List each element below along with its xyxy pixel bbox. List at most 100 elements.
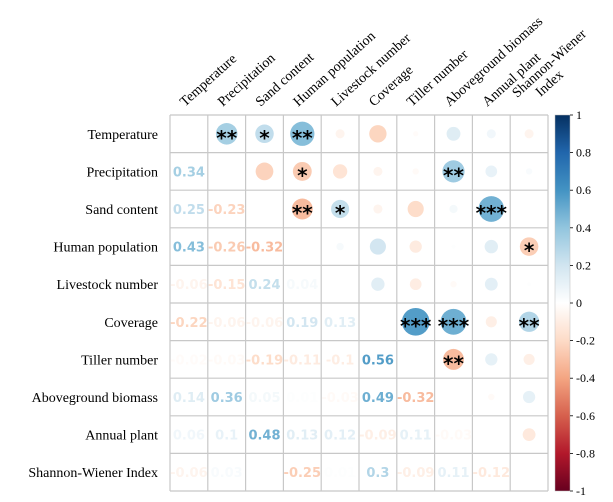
row-label: Coverage bbox=[104, 316, 158, 331]
row-label: Tiller number bbox=[81, 353, 158, 368]
correlation-value: 0.1 bbox=[215, 429, 238, 444]
correlation-circle bbox=[451, 244, 456, 249]
correlation-value: 0.01 bbox=[324, 466, 356, 481]
colorbar bbox=[554, 114, 571, 492]
correlation-circle bbox=[485, 316, 497, 328]
colorbar-tick-label: 0.6 bbox=[576, 183, 591, 197]
correlation-circle bbox=[524, 129, 534, 139]
correlation-circle bbox=[255, 162, 274, 181]
colorbar-tick-label: -0.2 bbox=[576, 334, 595, 348]
row-label: Annual plant bbox=[85, 429, 158, 444]
correlation-circle bbox=[335, 129, 345, 139]
correlation-circle bbox=[519, 237, 539, 256]
colorbar-tick-label: -0.8 bbox=[576, 446, 595, 460]
correlation-value: -0.19 bbox=[246, 353, 283, 368]
colorbar-tick-label: 0.2 bbox=[576, 258, 591, 272]
correlation-circle bbox=[443, 348, 464, 370]
correlation-circle bbox=[369, 238, 386, 255]
correlation-circle bbox=[527, 282, 531, 287]
correlation-circle bbox=[486, 129, 496, 139]
row-label: Livestock number bbox=[57, 278, 159, 293]
correlation-value: -0.06 bbox=[170, 278, 207, 293]
correlation-value: -0.06 bbox=[208, 316, 245, 331]
correlation-value: -0.03 bbox=[321, 391, 358, 406]
correlation-circle bbox=[518, 311, 540, 332]
correlation-circle bbox=[485, 165, 498, 178]
correlation-value: -0.22 bbox=[170, 316, 207, 331]
correlation-value: -0.15 bbox=[208, 278, 245, 293]
correlation-circle bbox=[409, 278, 422, 291]
correlation-circle bbox=[371, 277, 385, 291]
correlation-value: 0.36 bbox=[211, 391, 243, 406]
correlation-value: 0.04 bbox=[286, 278, 318, 293]
colorbar-tick-label: 0.4 bbox=[576, 221, 591, 235]
significance-stars: ** bbox=[292, 126, 313, 150]
row-label: Human population bbox=[53, 241, 158, 256]
row-label: Aboveground biomass bbox=[32, 391, 158, 406]
correlation-value: 0.24 bbox=[248, 278, 280, 293]
correlation-value: -0.25 bbox=[284, 466, 321, 481]
significance-stars: * bbox=[335, 201, 346, 225]
correlation-value: 0.12 bbox=[324, 429, 356, 444]
significance-stars: ** bbox=[443, 351, 464, 375]
correlation-value: -0.12 bbox=[473, 466, 510, 481]
row-label: Temperature bbox=[87, 128, 158, 143]
significance-stars: ** bbox=[443, 163, 464, 187]
correlation-circle bbox=[522, 428, 536, 442]
correlation-value: -0.03 bbox=[435, 429, 472, 444]
colorbar-tick-label: 0 bbox=[576, 296, 582, 310]
correlation-circle bbox=[331, 199, 350, 219]
significance-stars: ** bbox=[292, 201, 313, 225]
correlation-circle bbox=[255, 124, 274, 144]
correlation-circle bbox=[485, 353, 498, 366]
correlation-value: 0.11 bbox=[400, 429, 432, 444]
correlation-circle bbox=[488, 393, 495, 401]
correlation-value: -0.11 bbox=[284, 353, 321, 368]
correlation-value: -0.02 bbox=[170, 353, 207, 368]
correlation-circle bbox=[484, 277, 498, 291]
correlation-value: 0.01 bbox=[286, 391, 318, 406]
correlation-circle bbox=[407, 200, 424, 218]
correlation-value: -0.06 bbox=[170, 466, 207, 481]
correlation-value: -0.09 bbox=[397, 466, 434, 481]
correlation-value: 0.03 bbox=[211, 466, 243, 481]
correlation-circle bbox=[440, 308, 467, 335]
correlation-value: 0.43 bbox=[173, 241, 205, 256]
correlation-circle bbox=[478, 196, 505, 222]
correlation-circle bbox=[409, 240, 422, 253]
significance-stars: *** bbox=[438, 314, 470, 338]
correlation-value: -0.1 bbox=[326, 353, 354, 368]
correlation-value: -0.32 bbox=[246, 241, 283, 256]
correlation-circle bbox=[484, 239, 498, 254]
correlation-circle bbox=[373, 204, 383, 214]
colorbar-tick-label: 0.8 bbox=[576, 146, 591, 160]
colorbar-tick-label: 1 bbox=[576, 108, 582, 122]
correlation-value: 0.56 bbox=[362, 353, 394, 368]
correlation-circle bbox=[446, 126, 461, 141]
correlation-circle bbox=[291, 198, 313, 220]
correlation-value: 0.13 bbox=[324, 316, 356, 331]
significance-stars: * bbox=[524, 239, 535, 263]
colorbar-tick-label: -1 bbox=[576, 484, 586, 498]
correlation-circle bbox=[523, 353, 535, 365]
correlation-value: 0.14 bbox=[173, 391, 205, 406]
correlation-value: 0.11 bbox=[437, 466, 469, 481]
correlation-value: 0.49 bbox=[362, 391, 394, 406]
correlation-circle bbox=[412, 168, 419, 175]
correlation-value: 0.48 bbox=[248, 429, 280, 444]
significance-stars: ** bbox=[216, 126, 237, 150]
correlation-circle bbox=[449, 204, 458, 214]
correlation-value: 0.05 bbox=[248, 391, 280, 406]
correlation-circle bbox=[522, 390, 536, 404]
significance-stars: *** bbox=[476, 201, 508, 225]
correlation-value: -0.03 bbox=[208, 353, 245, 368]
correlation-circle bbox=[525, 168, 533, 175]
row-label: Sand content bbox=[85, 203, 158, 218]
row-label: Precipitation bbox=[86, 165, 158, 180]
significance-stars: * bbox=[259, 126, 270, 150]
colorbar-tick-label: -0.4 bbox=[576, 371, 595, 385]
correlation-circle bbox=[442, 160, 465, 183]
correlation-circle bbox=[290, 121, 315, 146]
